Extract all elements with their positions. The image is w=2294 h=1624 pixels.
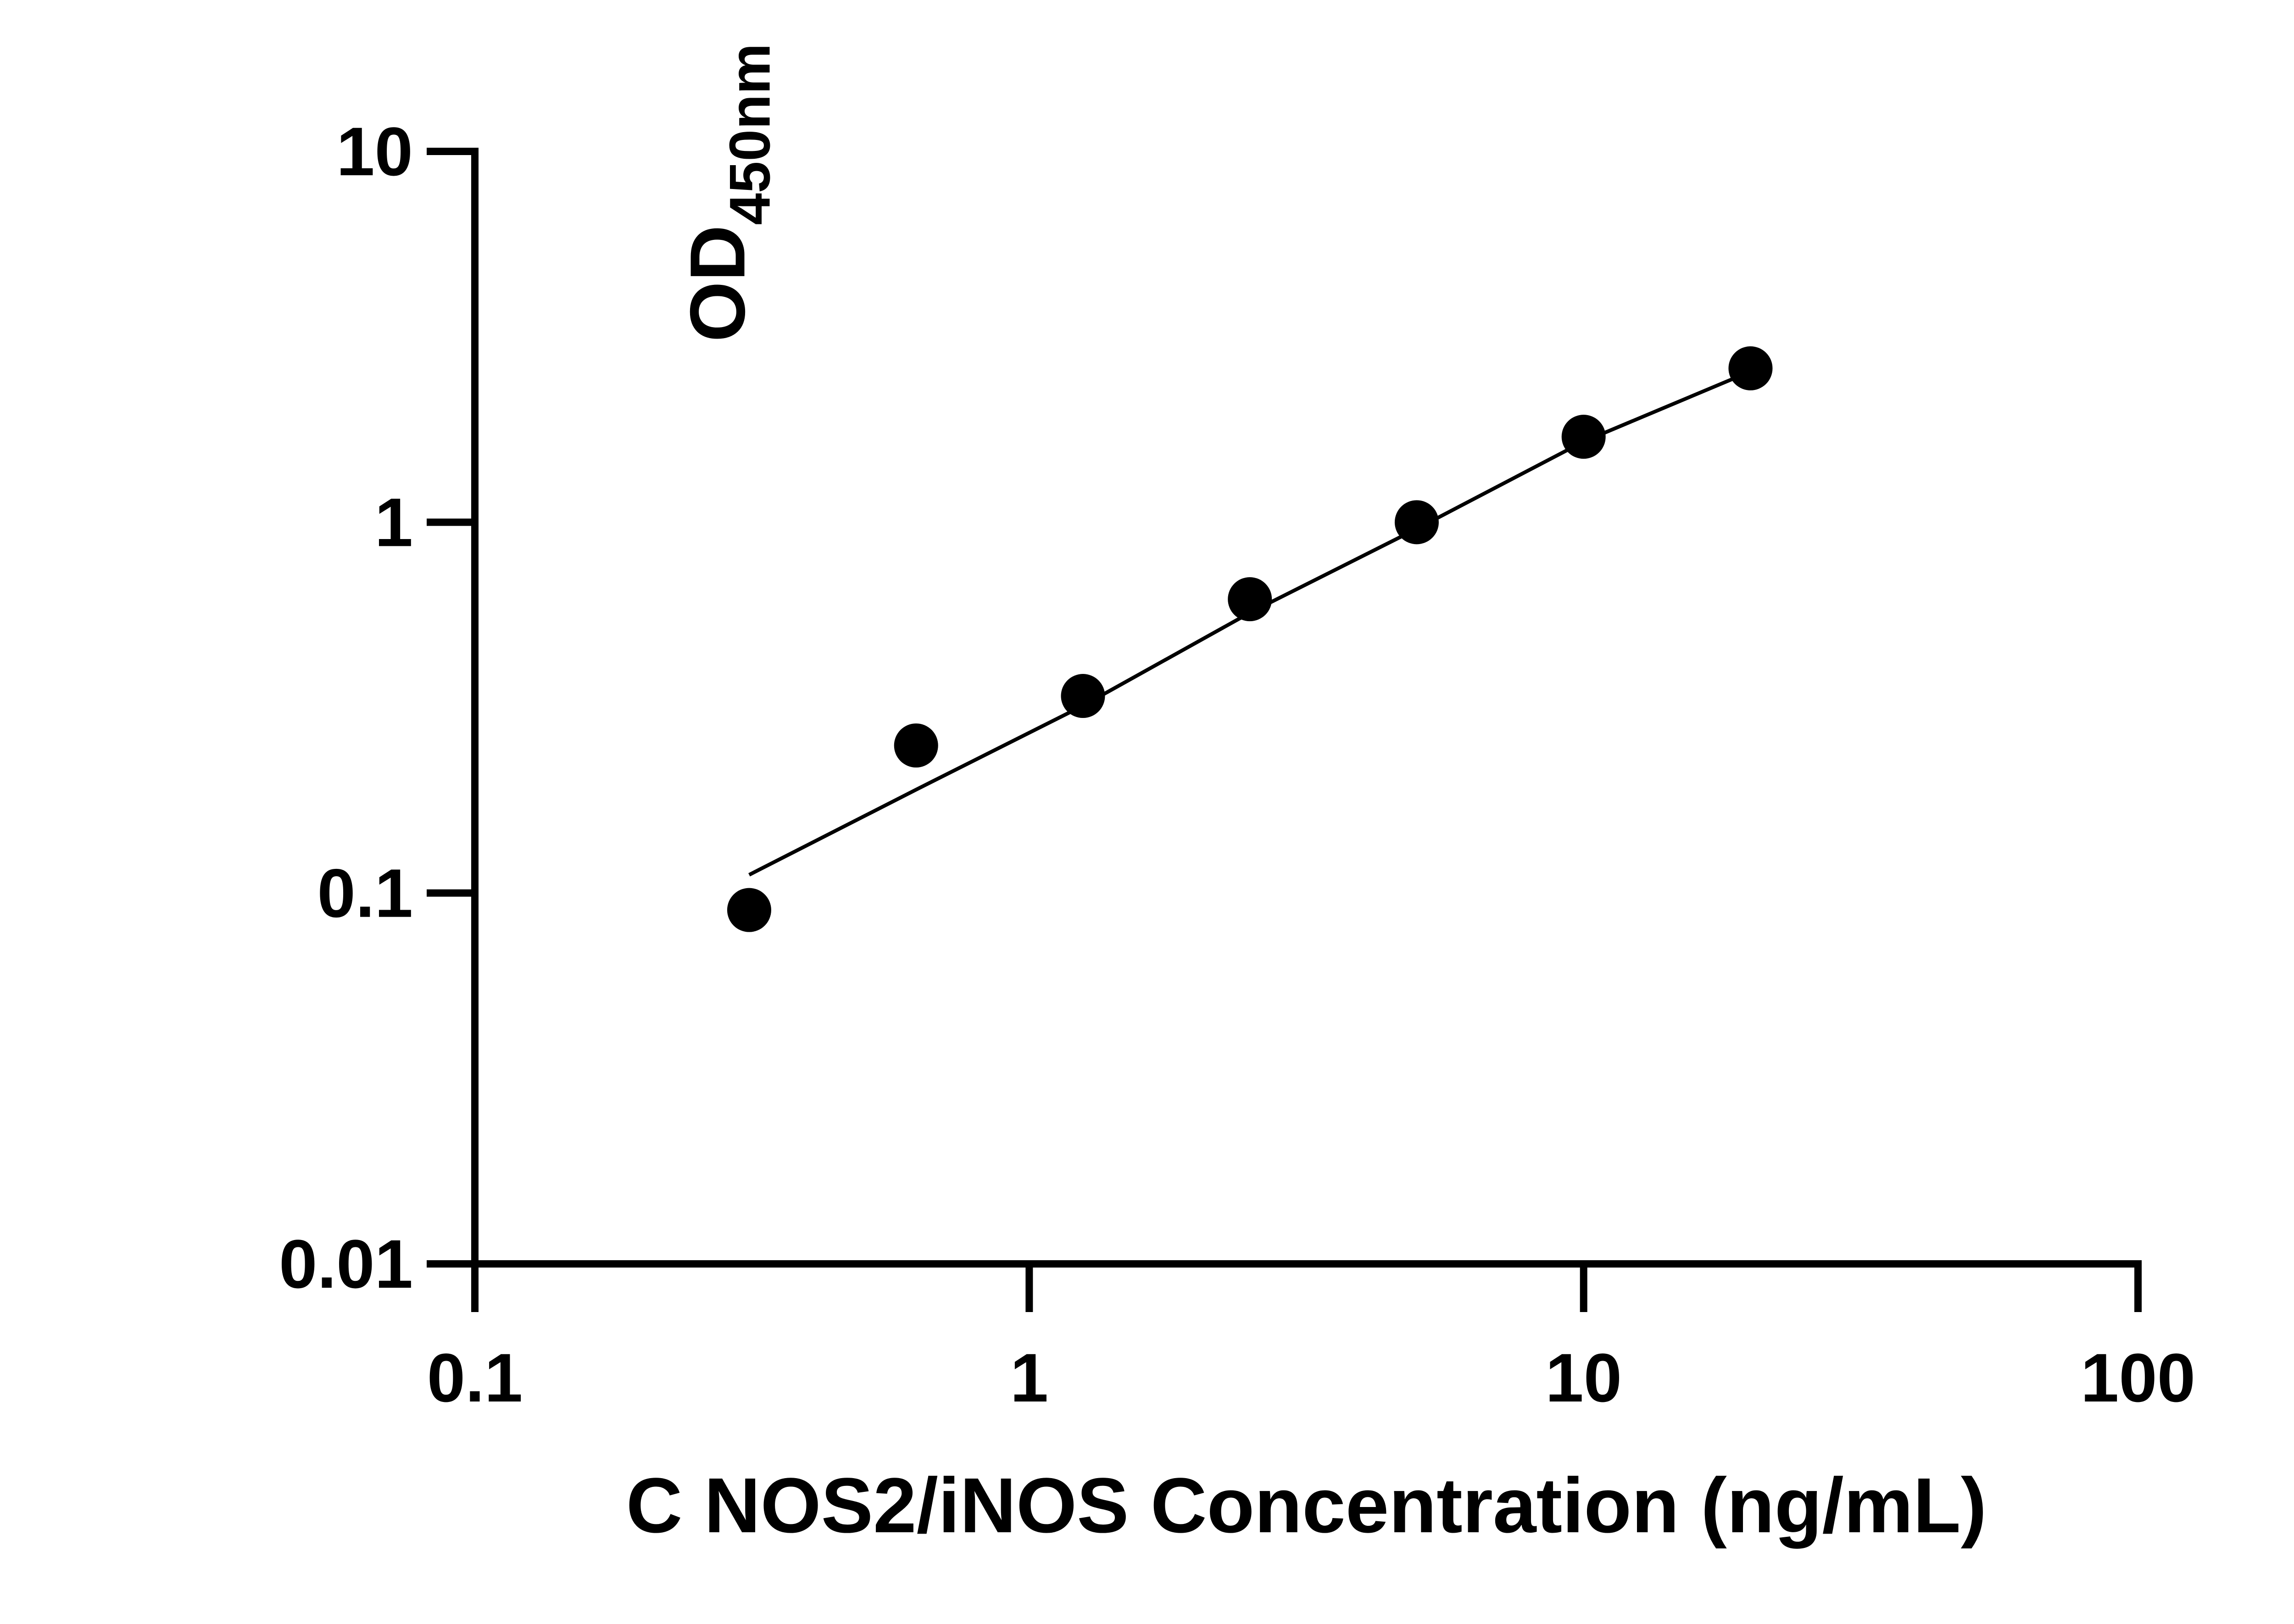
y-tick-label: 0.1: [317, 855, 413, 932]
data-point: [727, 888, 771, 932]
axes: [471, 148, 2142, 1268]
y-axis-title-subscript: 450nm: [718, 43, 782, 225]
y-ticks: 0.01 0.1 1 10: [279, 113, 475, 1302]
x-ticks: 0.1 1 10 100: [427, 1264, 2195, 1416]
data-point: [1728, 346, 1773, 390]
y-tick-label: 10: [336, 113, 413, 190]
x-axis-title: C NOS2/iNOS Concentration (ng/mL): [626, 1462, 1987, 1549]
y-axis-title: OD450nm: [674, 43, 782, 342]
data-point: [1061, 674, 1105, 718]
data-point: [1561, 415, 1606, 459]
y-tick-label: 0.01: [279, 1225, 413, 1302]
x-tick-label: 1: [1010, 1339, 1048, 1416]
y-tick-label: 1: [375, 484, 413, 561]
data-points: [727, 346, 1773, 932]
x-tick-label: 0.1: [427, 1339, 523, 1416]
x-tick-label: 10: [1545, 1339, 1622, 1416]
data-point: [1394, 500, 1439, 545]
y-axis-title-main: OD: [674, 225, 762, 342]
x-tick-label: 100: [2081, 1339, 2195, 1416]
data-point: [1228, 577, 1272, 622]
data-point: [894, 723, 938, 768]
